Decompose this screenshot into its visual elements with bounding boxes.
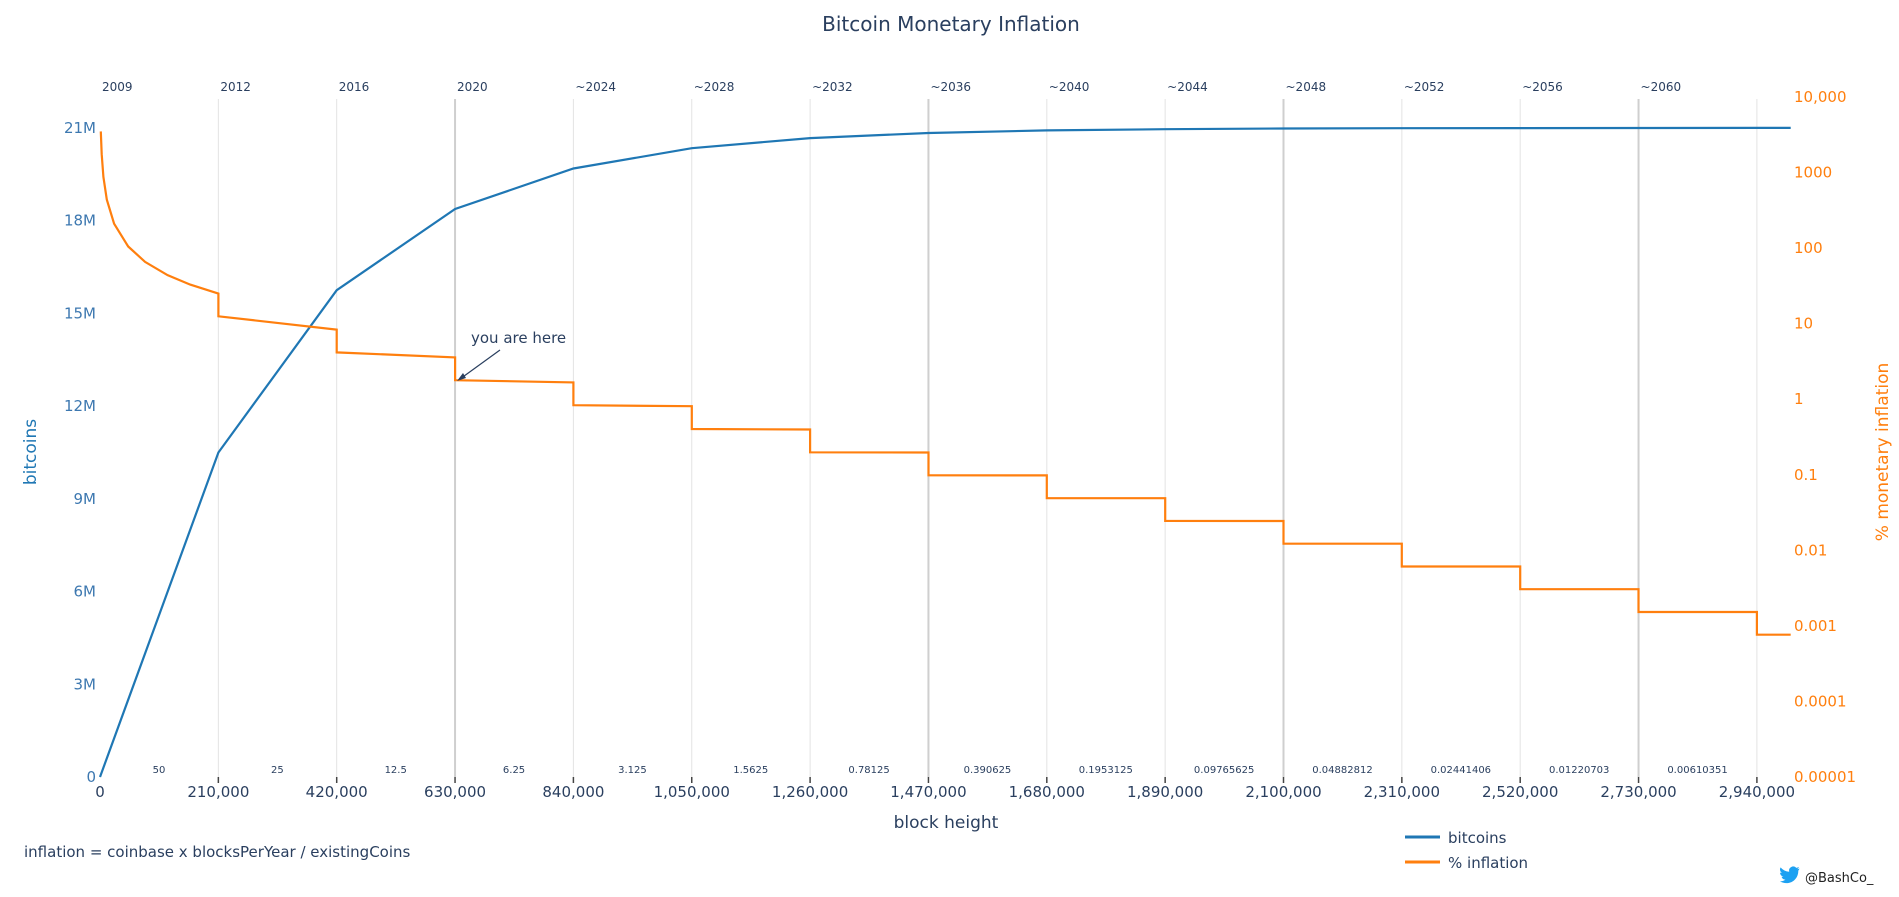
left-y-tick-label: 6M [74, 583, 97, 601]
annotation: you are here [457, 329, 566, 381]
x-tick-label: 2,520,000 [1482, 783, 1558, 801]
x-tick-label: 1,680,000 [1009, 783, 1085, 801]
year-label: ~2036 [930, 80, 971, 94]
x-axis-ticks: 0 210,000 420,000 630,000 840,000 1,050,000 1,… [95, 777, 1795, 801]
year-label: 2012 [220, 80, 251, 94]
block-reward-label: 25 [271, 765, 284, 776]
block-reward-label: 0.02441406 [1431, 765, 1491, 776]
legend-item-inflation[interactable]: % inflation [1405, 854, 1528, 872]
x-tick-label: 210,000 [187, 783, 249, 801]
x-tick-label: 1,890,000 [1127, 783, 1203, 801]
block-reward-label: 1.5625 [733, 765, 768, 776]
year-labels: 2009 2012 2016 2020 ~2024 ~2028 ~2032 ~2036 ~204… [102, 80, 1681, 94]
left-y-tick-label: 12M [64, 397, 96, 415]
right-y-tick-label: 0.01 [1794, 541, 1827, 559]
twitter-bird-icon [1780, 866, 1800, 884]
year-label: ~2056 [1522, 80, 1563, 94]
right-y-tick-label: 1000 [1794, 164, 1832, 182]
left-y-tick-label: 21M [64, 119, 96, 137]
year-label: ~2028 [694, 80, 735, 94]
left-y-tick-label: 9M [74, 490, 97, 508]
right-y-axis-title: % monetary inflation [1873, 363, 1893, 541]
annotation-text: you are here [471, 329, 566, 347]
annotation-arrow [459, 349, 501, 380]
right-y-tick-label: 0.0001 [1794, 692, 1847, 710]
x-tick-label: 1,470,000 [890, 783, 966, 801]
year-label: ~2024 [575, 80, 616, 94]
right-y-tick-label: 10 [1794, 315, 1813, 333]
annotation-arrowhead [457, 373, 466, 381]
block-reward-label: 0.09765625 [1194, 765, 1254, 776]
year-label: ~2040 [1049, 80, 1090, 94]
x-tick-label: 630,000 [424, 783, 486, 801]
year-label: 2016 [339, 80, 370, 94]
x-tick-label: 840,000 [542, 783, 604, 801]
formula-note: inflation = coinbase x blocksPerYear / e… [24, 843, 411, 861]
block-reward-label: 0.00610351 [1667, 765, 1727, 776]
left-y-tick-label: 0 [86, 768, 96, 786]
legend-label-inflation: % inflation [1448, 854, 1528, 872]
series-line-inflation [99, 131, 1791, 636]
x-tick-label: 0 [95, 783, 105, 801]
x-tick-label: 420,000 [306, 783, 368, 801]
x-tick-label: 1,260,000 [772, 783, 848, 801]
right-y-axis-ticks: 0.00001 0.0001 0.001 0.01 0.1 1 10 100 1000 10,00… [1794, 88, 1856, 786]
block-reward-label: 0.01220703 [1549, 765, 1609, 776]
right-y-tick-label: 0.001 [1794, 617, 1837, 635]
year-label: ~2060 [1641, 80, 1682, 94]
left-y-tick-label: 18M [64, 212, 96, 230]
block-reward-labels: 50 25 12.5 6.25 3.125 1.5625 0.78125 0.390625 0.… [153, 765, 1728, 776]
left-y-axis-title: bitcoins [21, 419, 41, 485]
block-reward-label: 3.125 [618, 765, 647, 776]
left-y-tick-label: 3M [74, 675, 97, 693]
legend: bitcoins % inflation [1405, 829, 1528, 872]
x-tick-label: 2,100,000 [1245, 783, 1321, 801]
year-label: ~2044 [1167, 80, 1208, 94]
series-lines [98, 126, 1791, 778]
legend-label-bitcoins: bitcoins [1448, 829, 1507, 847]
block-reward-label: 6.25 [503, 765, 525, 776]
left-y-tick-label: 15M [64, 304, 96, 322]
x-tick-label: 1,050,000 [654, 783, 730, 801]
year-label: ~2052 [1404, 80, 1445, 94]
block-reward-label: 0.1953125 [1079, 765, 1133, 776]
block-reward-label: 12.5 [385, 765, 407, 776]
credit-handle: @BashCo_ [1805, 871, 1874, 886]
right-y-tick-label: 100 [1794, 239, 1823, 257]
x-axis-title: block height [894, 813, 999, 833]
x-tick-label: 2,310,000 [1364, 783, 1440, 801]
block-reward-label: 0.04882812 [1312, 765, 1372, 776]
right-y-tick-label: 10,000 [1794, 88, 1847, 106]
block-reward-label: 0.78125 [848, 765, 889, 776]
right-y-tick-label: 1 [1794, 390, 1804, 408]
block-reward-label: 50 [153, 765, 166, 776]
year-label: 2020 [457, 80, 488, 94]
legend-item-bitcoins[interactable]: bitcoins [1405, 829, 1507, 847]
chart-title: Bitcoin Monetary Inflation [822, 12, 1080, 36]
series-line-bitcoins [98, 126, 1791, 778]
left-y-axis-ticks: 0 3M 6M 9M 12M 15M 18M 21M [64, 119, 96, 786]
year-label: ~2032 [812, 80, 853, 94]
x-tick-label: 2,940,000 [1719, 783, 1795, 801]
block-reward-label: 0.390625 [964, 765, 1012, 776]
gridlines [217, 99, 1758, 777]
right-y-tick-label: 0.00001 [1794, 768, 1856, 786]
x-tick-label: 2,730,000 [1600, 783, 1676, 801]
year-label: 2009 [102, 80, 133, 94]
year-label: ~2048 [1286, 80, 1327, 94]
right-y-tick-label: 0.1 [1794, 466, 1818, 484]
